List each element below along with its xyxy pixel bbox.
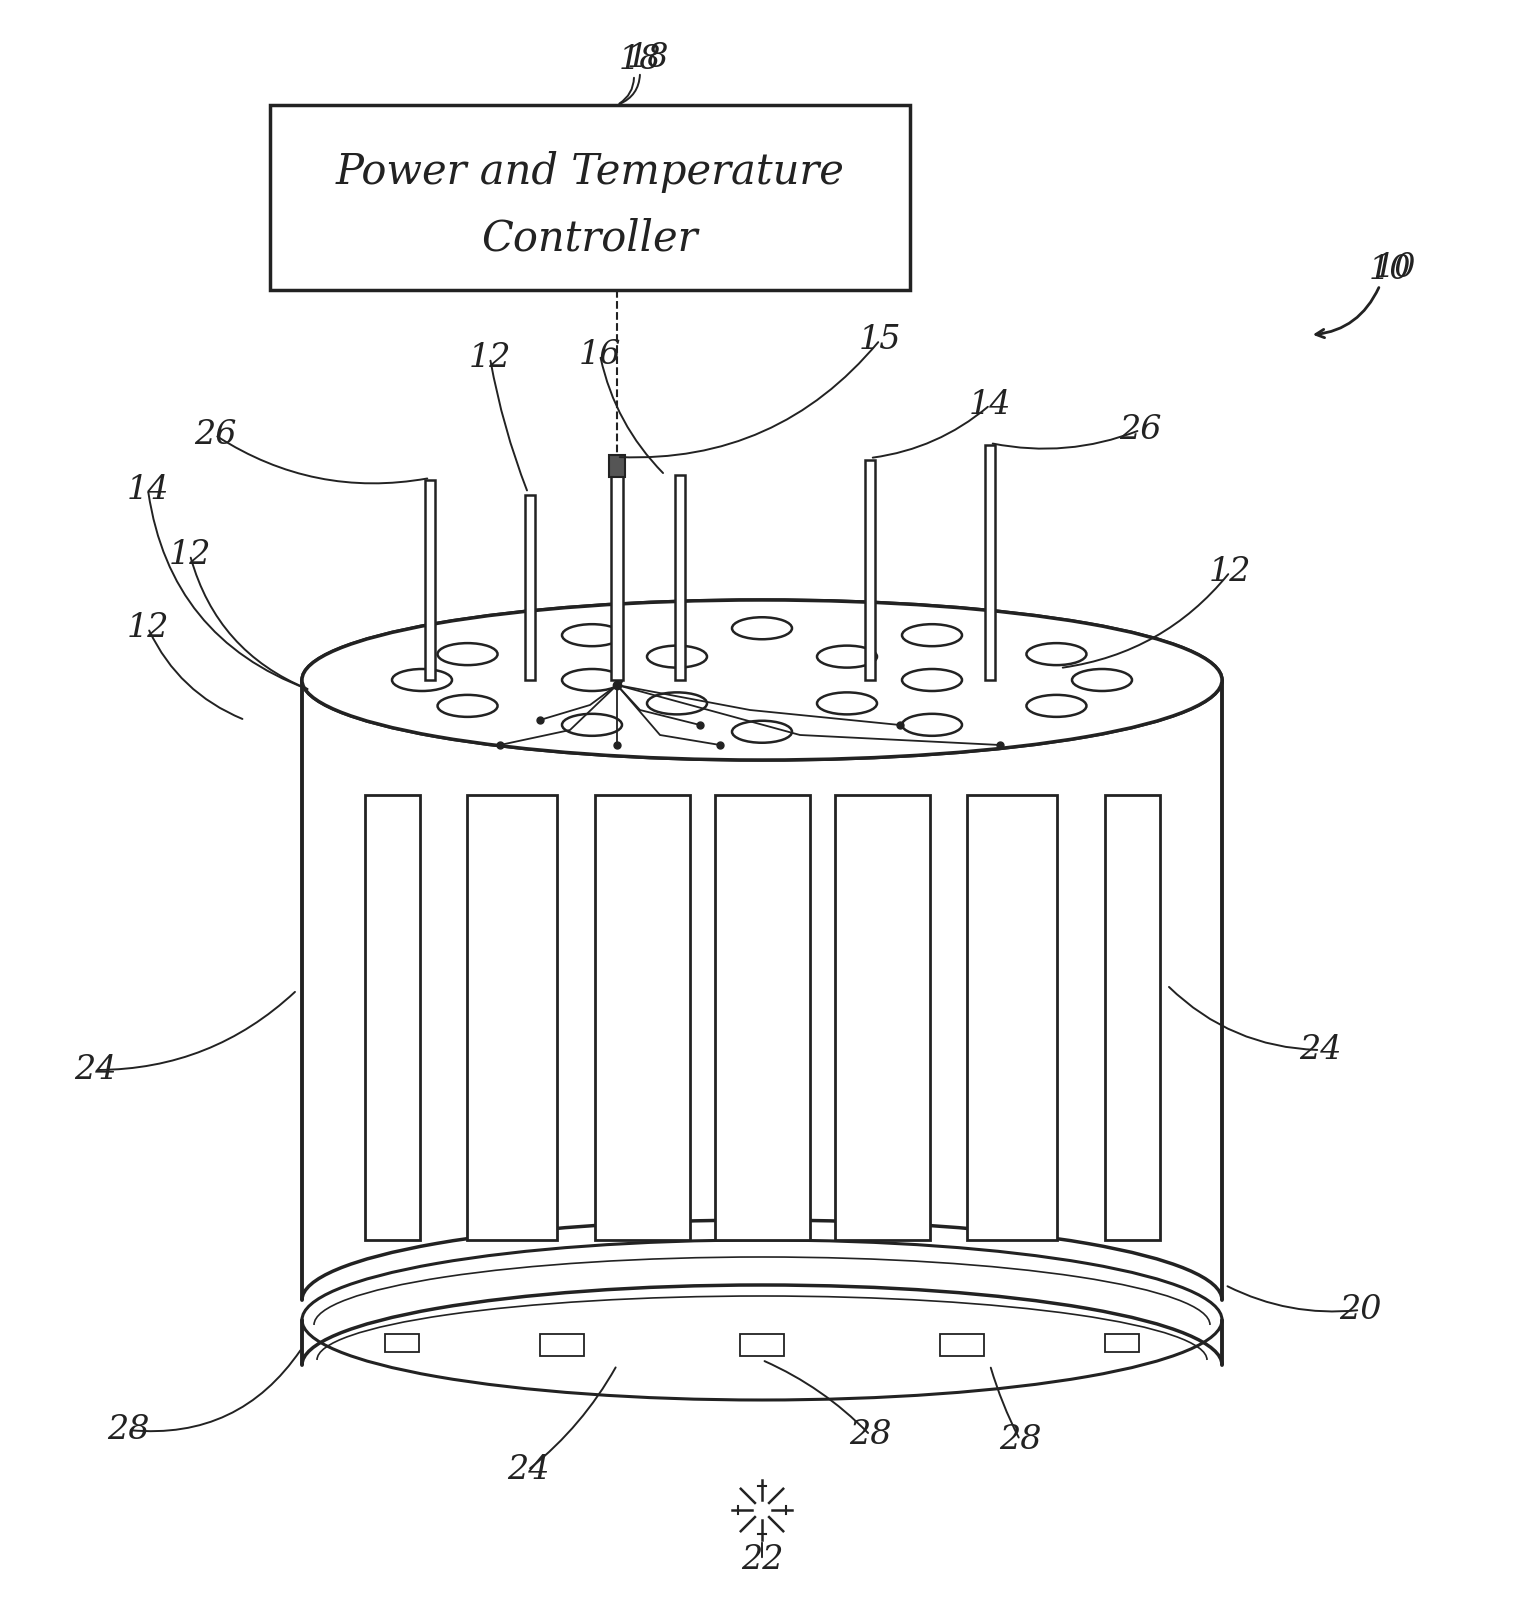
- Text: 12: 12: [1209, 555, 1251, 588]
- Text: 12: 12: [469, 342, 511, 374]
- Text: 28: 28: [107, 1413, 149, 1446]
- Bar: [270, 105, 910, 290]
- Bar: [940, 1334, 985, 1357]
- Text: 28: 28: [849, 1418, 892, 1451]
- Bar: [524, 495, 535, 680]
- Text: 12: 12: [126, 612, 169, 644]
- Bar: [1105, 795, 1160, 1240]
- Bar: [866, 460, 875, 680]
- Bar: [425, 479, 434, 680]
- Text: 18: 18: [619, 44, 661, 76]
- Ellipse shape: [562, 669, 622, 691]
- Ellipse shape: [902, 625, 962, 646]
- Text: 22: 22: [741, 1545, 783, 1575]
- Bar: [386, 1334, 419, 1352]
- Ellipse shape: [1027, 643, 1087, 665]
- Ellipse shape: [1027, 695, 1087, 717]
- Bar: [366, 795, 421, 1240]
- Bar: [539, 1334, 584, 1357]
- Ellipse shape: [392, 669, 453, 691]
- Text: Controller: Controller: [482, 217, 698, 259]
- Ellipse shape: [562, 714, 622, 735]
- Ellipse shape: [648, 693, 707, 714]
- Bar: [611, 455, 623, 680]
- Text: 14: 14: [126, 474, 169, 507]
- Ellipse shape: [648, 646, 707, 667]
- Bar: [1105, 1334, 1138, 1352]
- Text: 12: 12: [169, 539, 212, 572]
- Ellipse shape: [562, 625, 622, 646]
- Bar: [715, 795, 809, 1240]
- Ellipse shape: [437, 695, 497, 717]
- Text: 24: 24: [73, 1054, 116, 1086]
- Text: 14: 14: [969, 389, 1012, 421]
- Text: 10: 10: [1373, 253, 1416, 283]
- Text: 20: 20: [1338, 1294, 1381, 1326]
- Bar: [835, 795, 930, 1240]
- Text: 18: 18: [626, 42, 669, 74]
- Text: 26: 26: [1119, 414, 1161, 445]
- Bar: [466, 795, 556, 1240]
- Ellipse shape: [302, 1240, 1222, 1400]
- Bar: [610, 455, 625, 478]
- Text: Power and Temperature: Power and Temperature: [335, 151, 844, 193]
- Bar: [741, 1334, 783, 1357]
- Text: 28: 28: [998, 1425, 1041, 1455]
- Bar: [968, 795, 1058, 1240]
- Bar: [985, 445, 995, 680]
- Ellipse shape: [732, 617, 792, 640]
- Text: 15: 15: [858, 324, 901, 356]
- Text: 10: 10: [1369, 254, 1411, 287]
- Bar: [594, 795, 690, 1240]
- Text: 16: 16: [579, 338, 622, 371]
- Text: 26: 26: [194, 419, 236, 452]
- Ellipse shape: [817, 646, 876, 667]
- FancyArrowPatch shape: [1315, 288, 1379, 338]
- Ellipse shape: [902, 714, 962, 735]
- Ellipse shape: [902, 669, 962, 691]
- Ellipse shape: [817, 693, 876, 714]
- Ellipse shape: [302, 601, 1222, 759]
- Ellipse shape: [437, 643, 497, 665]
- Bar: [675, 474, 684, 680]
- Ellipse shape: [732, 720, 792, 743]
- Ellipse shape: [302, 601, 1222, 759]
- Text: 24: 24: [1298, 1035, 1341, 1065]
- Text: 24: 24: [507, 1454, 549, 1486]
- Ellipse shape: [1071, 669, 1132, 691]
